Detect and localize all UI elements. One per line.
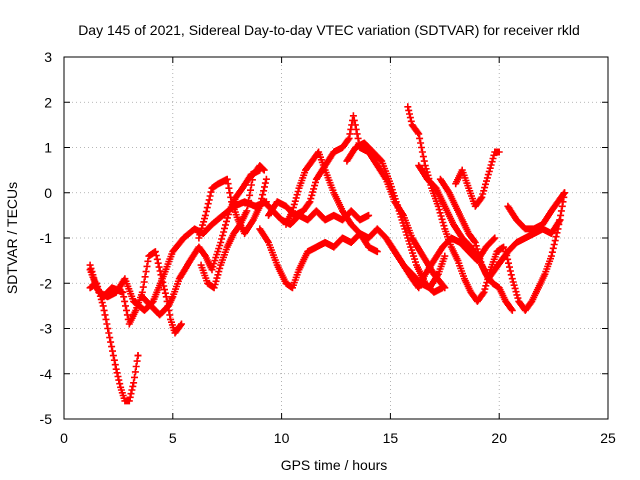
plus-markers <box>86 248 185 337</box>
plus-markers <box>134 352 142 360</box>
series-track-q <box>502 189 568 314</box>
y-tick-label: 1 <box>44 140 52 156</box>
plus-markers <box>282 148 381 256</box>
y-tick-label: -5 <box>40 411 53 427</box>
y-tick-label: 3 <box>44 49 52 65</box>
plus-markers <box>452 148 503 210</box>
y-tick-label: -3 <box>40 321 53 337</box>
x-tick-label: 20 <box>491 430 507 446</box>
y-axis-label: SDTVAR / TECUs <box>4 182 20 294</box>
y-tick-label: -4 <box>40 366 53 382</box>
series-track-r <box>504 189 568 233</box>
chart-title: Day 145 of 2021, Sidereal Day-to-day VTE… <box>78 22 580 38</box>
x-tick-label: 15 <box>383 430 399 446</box>
series-track-e <box>195 175 270 242</box>
series-track-p <box>452 148 503 210</box>
series-track-c <box>86 248 185 337</box>
plus-markers <box>504 189 568 233</box>
plus-markers <box>197 162 268 292</box>
plus-markers <box>195 175 270 242</box>
y-tick-label: -1 <box>40 230 53 246</box>
series-track-j <box>282 148 381 256</box>
axis-ticks: 0 5 10 15 20 25 -5 -4 -3 -2 -1 0 1 2 3 <box>40 49 616 446</box>
x-tick-label: 25 <box>600 430 616 446</box>
x-tick-label: 0 <box>60 430 68 446</box>
x-tick-label: 10 <box>274 430 290 446</box>
plus-markers <box>382 234 499 292</box>
series-isolated <box>134 352 142 360</box>
y-tick-label: 2 <box>44 94 52 110</box>
series-track-l <box>382 234 499 292</box>
x-tick-label: 5 <box>169 430 177 446</box>
plot-area <box>86 103 568 405</box>
y-tick-label: 0 <box>44 185 52 201</box>
series-track-k <box>343 139 447 296</box>
y-tick-label: -2 <box>40 275 53 291</box>
x-axis-label: GPS time / hours <box>281 457 388 473</box>
plus-markers <box>502 189 568 314</box>
series-track-f <box>197 162 268 292</box>
plus-markers <box>343 139 447 296</box>
